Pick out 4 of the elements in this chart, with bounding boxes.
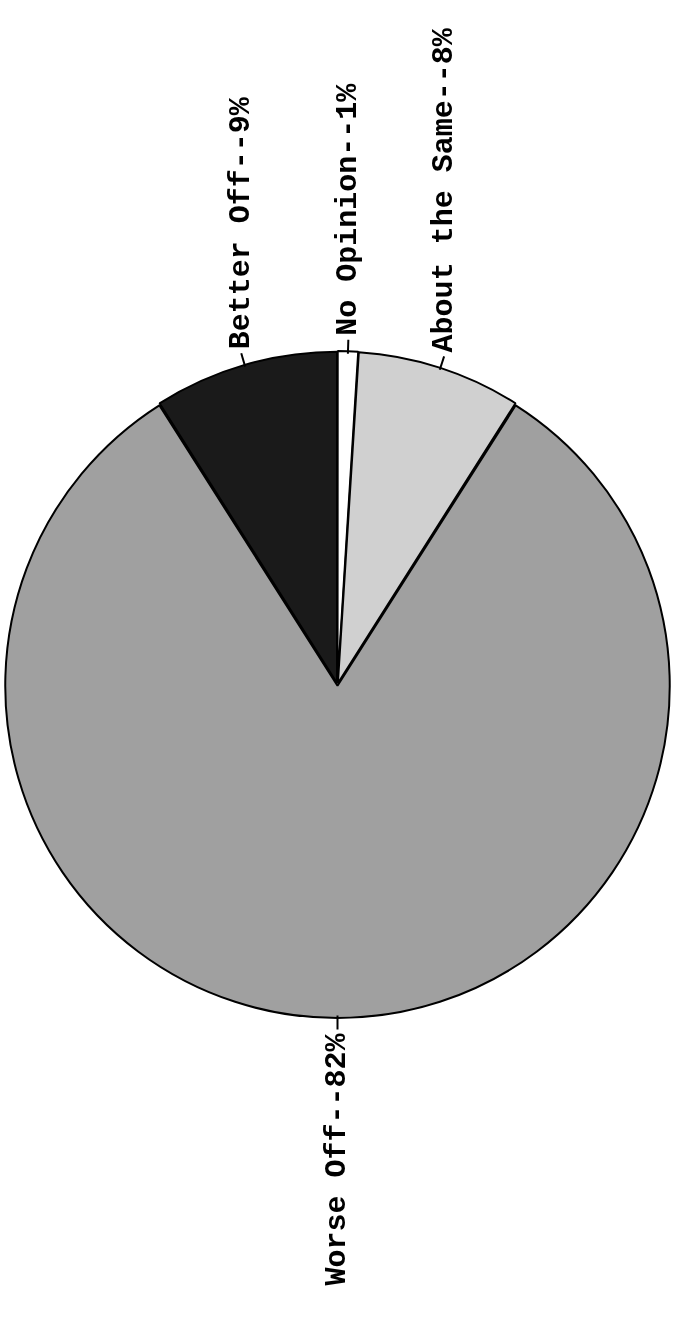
slice-label: Better Off--9% xyxy=(223,96,258,350)
slice-label: No Opinion--1% xyxy=(330,82,365,336)
slice-label: Worse Off--82% xyxy=(320,1032,355,1286)
slice-label: About the Same--8% xyxy=(426,27,461,353)
